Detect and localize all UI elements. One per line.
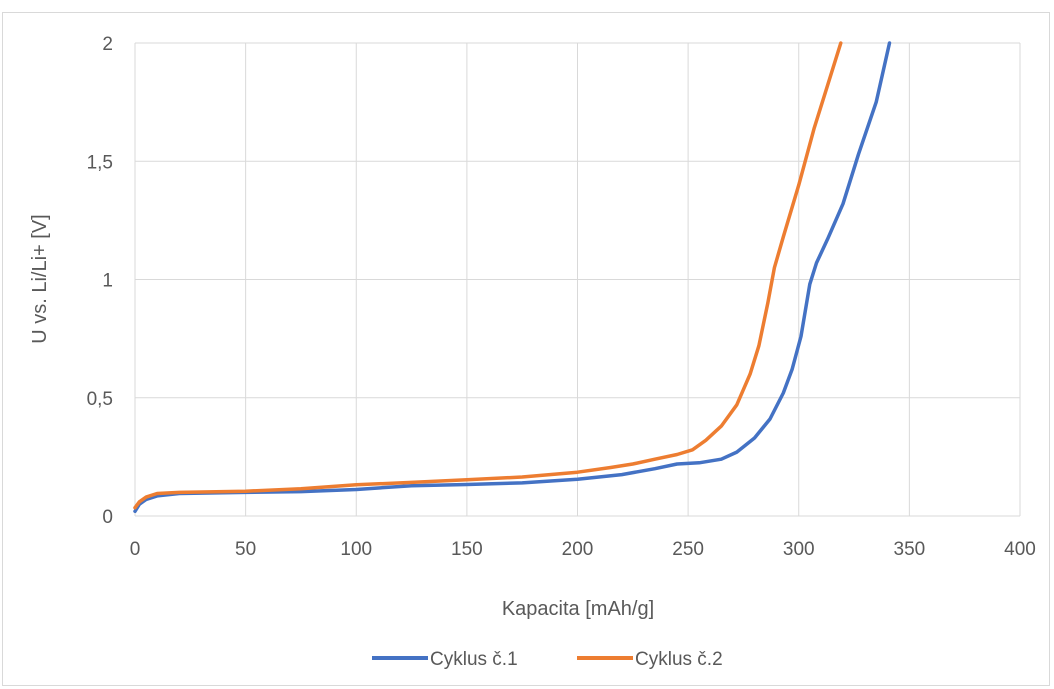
x-tick-label: 100 bbox=[340, 539, 372, 560]
y-tick-label: 1,5 bbox=[87, 152, 113, 173]
legend-item-2: Cyklus č.2 bbox=[577, 649, 723, 670]
x-tick-label: 50 bbox=[235, 539, 256, 560]
x-tick-label: 250 bbox=[672, 539, 704, 560]
y-axis-title: U vs. Li/Li+ [V] bbox=[29, 214, 51, 344]
legend: Cyklus č.1 Cyklus č.2 bbox=[372, 649, 723, 670]
x-tick-labels: 0 50 100 150 200 250 300 350 400 bbox=[130, 539, 1036, 560]
x-tick-label: 350 bbox=[894, 539, 926, 560]
y-tick-label: 0 bbox=[102, 507, 113, 528]
legend-label: Cyklus č.2 bbox=[635, 649, 723, 670]
series-line-1 bbox=[133, 41, 892, 514]
y-tick-labels: 0 0,5 1 1,5 2 bbox=[87, 34, 113, 528]
chart-frame bbox=[2, 12, 1050, 686]
legend-label: Cyklus č.1 bbox=[430, 649, 518, 670]
x-axis-title: Kapacita [mAh/g] bbox=[502, 598, 654, 620]
x-tick-label: 400 bbox=[1004, 539, 1036, 560]
x-tick-label: 300 bbox=[783, 539, 815, 560]
grid-layer bbox=[134, 42, 1021, 517]
series-layer bbox=[133, 41, 892, 514]
series-line-2 bbox=[133, 41, 843, 510]
x-tick-label: 200 bbox=[562, 539, 594, 560]
y-tick-label: 2 bbox=[102, 34, 113, 55]
x-tick-label: 0 bbox=[130, 539, 141, 560]
y-tick-label: 0,5 bbox=[87, 389, 113, 410]
y-tick-label: 1 bbox=[102, 271, 113, 292]
x-tick-label: 150 bbox=[451, 539, 483, 560]
legend-item-1: Cyklus č.1 bbox=[372, 649, 518, 670]
